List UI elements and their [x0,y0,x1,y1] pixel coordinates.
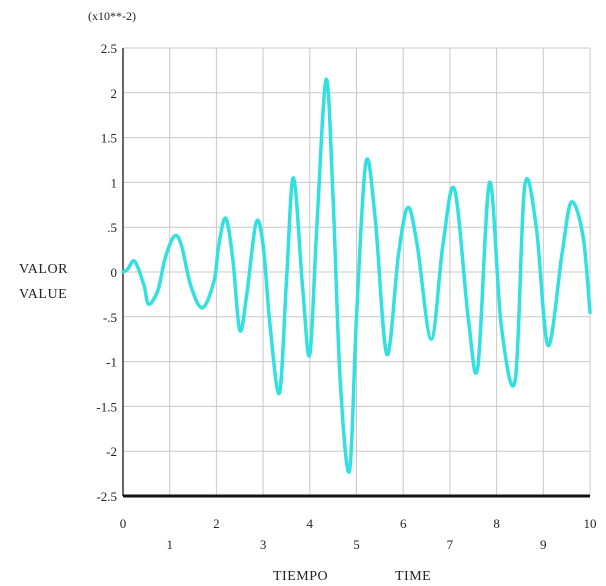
y-tick-label: -2.5 [96,489,117,504]
x-axis-label-part-2: TIME [395,569,431,584]
x-tick-label: 9 [540,537,547,552]
y-tick-label: -1 [106,355,117,370]
y-tick-label: -.5 [103,310,117,325]
y-tick-label: -1.5 [96,399,117,414]
x-tick-label: 2 [213,516,220,531]
x-tick-label: 1 [166,537,173,552]
x-tick-labels: 0 1 2 3 4 5 6 7 8 9 10 [120,516,597,552]
y-tick-label: 1.5 [101,131,117,146]
x-tick-label: 0 [120,516,127,531]
x-tick-label: 4 [307,516,314,531]
y-tick-label: 1 [111,175,118,190]
x-tick-label: 6 [400,516,407,531]
x-tick-label: 5 [353,537,360,552]
y-tick-label: 2.5 [101,41,117,56]
y-tick-label: 2 [111,86,118,101]
y-axis-label-line-2: VALUE [19,287,67,302]
y-axis-label-line-1: VALOR [19,262,68,277]
y-multiplier-label: (x10**-2) [88,9,136,23]
x-tick-label: 10 [584,516,597,531]
series-line [121,77,592,474]
x-tick-label: 7 [447,537,454,552]
y-tick-labels: 2.521.51.50-.5-1-1.5-2-2.5 [96,41,117,504]
y-tick-label: .5 [107,220,117,235]
x-tick-label: 8 [493,516,500,531]
x-tick-label: 3 [260,537,267,552]
y-tick-label: 0 [111,265,118,280]
x-axis-label-part-1: TIEMPO [273,569,328,584]
y-tick-label: -2 [106,444,117,459]
